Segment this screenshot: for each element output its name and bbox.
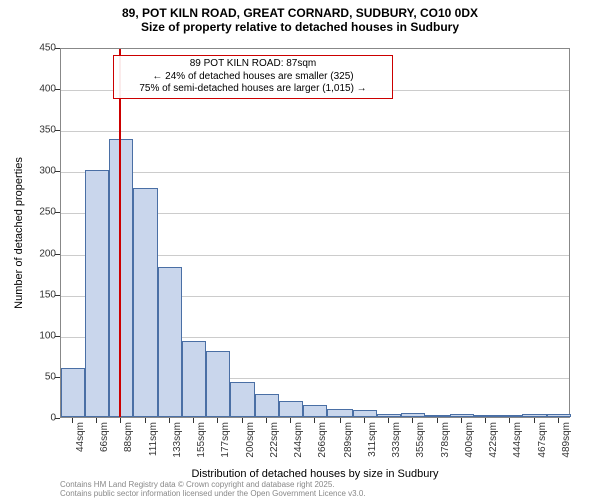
histogram-bar [377, 414, 401, 417]
x-tick-label: 111sqm [148, 422, 159, 472]
y-tick-label: 300 [16, 166, 56, 177]
x-tick-label: 378sqm [440, 422, 451, 472]
x-tick-mark [509, 418, 510, 423]
histogram-bar [353, 410, 377, 417]
y-tick-mark [55, 48, 60, 49]
x-tick-label: 44sqm [75, 422, 86, 472]
x-tick-label: 422sqm [488, 422, 499, 472]
x-tick-mark [120, 418, 121, 423]
histogram-bar [279, 401, 303, 417]
x-tick-mark [217, 418, 218, 423]
histogram-bar [133, 188, 158, 417]
x-tick-mark [193, 418, 194, 423]
x-tick-label: 489sqm [561, 422, 572, 472]
y-tick-label: 200 [16, 248, 56, 259]
x-tick-mark [364, 418, 365, 423]
x-tick-label: 400sqm [464, 422, 475, 472]
x-tick-label: 244sqm [293, 422, 304, 472]
histogram-bar [182, 341, 206, 417]
x-tick-label: 222sqm [269, 422, 280, 472]
histogram-bar [522, 414, 547, 417]
x-tick-label: 133sqm [172, 422, 183, 472]
x-tick-mark [169, 418, 170, 423]
y-axis-label-wrap: Number of detached properties [12, 48, 26, 418]
histogram-bar [450, 414, 474, 417]
chart-title-block: 89, POT KILN ROAD, GREAT CORNARD, SUDBUR… [0, 6, 600, 34]
y-tick-label: 250 [16, 207, 56, 218]
x-tick-label: 444sqm [512, 422, 523, 472]
x-tick-mark [72, 418, 73, 423]
footer-line1: Contains HM Land Registry data © Crown c… [60, 480, 366, 489]
histogram-bar [206, 351, 230, 417]
annotation-line-3: 75% of semi-detached houses are larger (… [118, 83, 388, 96]
gridline [61, 131, 569, 132]
y-tick-mark [55, 89, 60, 90]
y-tick-mark [55, 254, 60, 255]
marker-line [119, 49, 121, 417]
y-tick-label: 400 [16, 84, 56, 95]
annotation-box: 89 POT KILN ROAD: 87sqm← 24% of detached… [113, 55, 393, 99]
x-tick-label: 333sqm [391, 422, 402, 472]
histogram-bar [401, 413, 425, 417]
x-tick-mark [412, 418, 413, 423]
x-tick-label: 266sqm [317, 422, 328, 472]
x-tick-label: 355sqm [415, 422, 426, 472]
histogram-bar [327, 409, 352, 417]
histogram-bar [158, 267, 182, 417]
histogram-bar [425, 415, 450, 417]
chart-title-line1: 89, POT KILN ROAD, GREAT CORNARD, SUDBUR… [0, 6, 600, 20]
histogram-bar [547, 414, 571, 417]
x-tick-mark [461, 418, 462, 423]
plot-area: 89 POT KILN ROAD: 87sqm← 24% of detached… [60, 48, 570, 418]
histogram-bar [498, 415, 522, 417]
y-tick-label: 450 [16, 43, 56, 54]
y-tick-mark [55, 336, 60, 337]
y-tick-label: 0 [16, 413, 56, 424]
x-tick-label: 289sqm [343, 422, 354, 472]
histogram-bar [474, 415, 498, 417]
x-tick-mark [534, 418, 535, 423]
histogram-bar [85, 170, 109, 417]
y-tick-mark [55, 171, 60, 172]
y-tick-label: 100 [16, 330, 56, 341]
chart-title-line2: Size of property relative to detached ho… [0, 20, 600, 34]
x-tick-mark [266, 418, 267, 423]
x-tick-mark [314, 418, 315, 423]
footer-line2: Contains public sector information licen… [60, 489, 366, 498]
annotation-line-1: 89 POT KILN ROAD: 87sqm [118, 58, 388, 71]
histogram-bar [109, 139, 133, 417]
histogram-bar [230, 382, 255, 417]
x-tick-label: 177sqm [220, 422, 231, 472]
y-tick-label: 150 [16, 289, 56, 300]
y-tick-mark [55, 130, 60, 131]
y-tick-mark [55, 295, 60, 296]
histogram-bar [303, 405, 327, 417]
x-tick-label: 311sqm [367, 422, 378, 472]
y-axis-label: Number of detached properties [13, 157, 25, 309]
footer-attribution: Contains HM Land Registry data © Crown c… [60, 480, 366, 498]
x-tick-label: 200sqm [245, 422, 256, 472]
x-tick-mark [558, 418, 559, 423]
x-tick-label: 155sqm [196, 422, 207, 472]
y-tick-mark [55, 418, 60, 419]
gridline [61, 172, 569, 173]
histogram-bar [255, 394, 279, 417]
y-tick-mark [55, 377, 60, 378]
y-tick-label: 350 [16, 125, 56, 136]
x-tick-mark [290, 418, 291, 423]
y-tick-mark [55, 212, 60, 213]
annotation-line-2: ← 24% of detached houses are smaller (32… [118, 71, 388, 84]
x-tick-mark [388, 418, 389, 423]
histogram-bar [61, 368, 85, 417]
x-tick-mark [145, 418, 146, 423]
x-tick-mark [437, 418, 438, 423]
x-tick-label: 66sqm [99, 422, 110, 472]
y-tick-label: 50 [16, 371, 56, 382]
x-tick-mark [485, 418, 486, 423]
x-tick-label: 88sqm [123, 422, 134, 472]
x-tick-mark [96, 418, 97, 423]
x-tick-label: 467sqm [537, 422, 548, 472]
x-tick-mark [340, 418, 341, 423]
x-tick-mark [242, 418, 243, 423]
